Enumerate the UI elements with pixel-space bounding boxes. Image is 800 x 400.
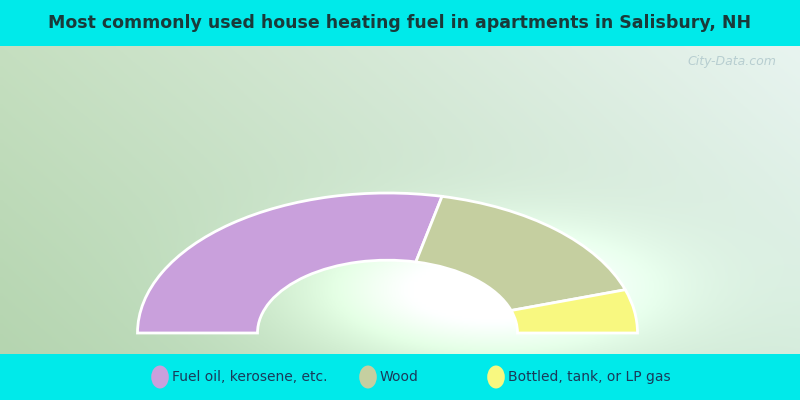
Text: Bottled, tank, or LP gas: Bottled, tank, or LP gas [508,370,670,384]
Text: Wood: Wood [380,370,419,384]
Wedge shape [511,290,638,333]
Text: City-Data.com: City-Data.com [687,55,776,68]
Text: Fuel oil, kerosene, etc.: Fuel oil, kerosene, etc. [172,370,327,384]
Wedge shape [416,196,626,310]
Wedge shape [138,193,442,333]
Text: Most commonly used house heating fuel in apartments in Salisbury, NH: Most commonly used house heating fuel in… [49,14,751,32]
Ellipse shape [151,366,169,388]
Ellipse shape [359,366,377,388]
Ellipse shape [487,366,505,388]
